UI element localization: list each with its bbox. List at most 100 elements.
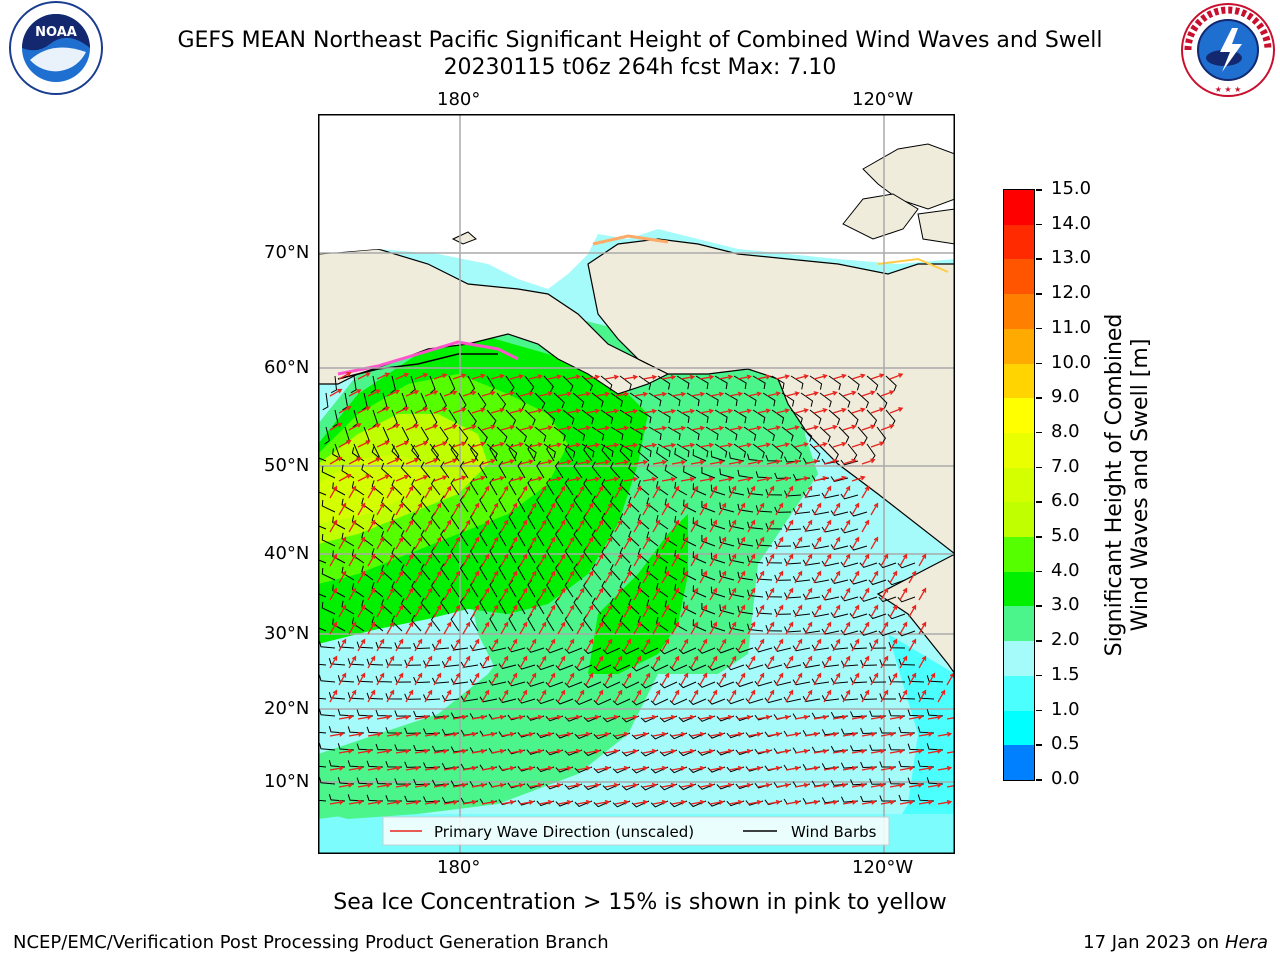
wind-barb (733, 443, 747, 458)
wave-direction-arrow (766, 425, 782, 431)
wave-direction-arrow (652, 519, 661, 533)
wind-barb (621, 647, 640, 655)
wave-direction-arrow (775, 638, 784, 652)
wind-barb (619, 513, 631, 530)
wave-band-1p5 (878, 634, 955, 854)
wind-barb (876, 392, 888, 409)
wave-direction-arrow (690, 553, 699, 567)
wind-barb (656, 514, 669, 530)
wave-direction-arrow (490, 475, 505, 482)
wave-direction-arrow (728, 519, 737, 533)
wave-direction-arrow (471, 638, 480, 652)
wave-direction-arrow (604, 604, 613, 618)
wind-barb (318, 491, 327, 496)
wind-barb (318, 593, 327, 598)
wave-direction-arrow (633, 731, 649, 737)
wave-direction-arrow (728, 485, 737, 499)
wave-direction-arrow (329, 519, 338, 533)
wave-direction-arrow (357, 782, 373, 788)
wave-direction-arrow (775, 408, 791, 414)
wave-direction-arrow (538, 765, 554, 771)
wave-direction-arrow (747, 621, 756, 635)
wave-direction-arrow (490, 407, 505, 414)
wind-barb (783, 696, 802, 703)
wind-barb (728, 486, 745, 496)
wind-barb (420, 495, 431, 513)
wind-barb (609, 462, 621, 479)
wave-direction-arrow (785, 689, 794, 703)
wind-barb (771, 443, 784, 459)
wind-barb (318, 525, 327, 530)
wave-direction-arrow (728, 765, 744, 771)
wave-direction-arrow (823, 655, 832, 669)
wind-barb (356, 675, 374, 683)
wind-barb (697, 681, 716, 688)
wave-direction-arrow (728, 459, 744, 465)
wave-direction-arrow (405, 423, 420, 431)
wave-direction-arrow (348, 655, 357, 669)
wave-direction-arrow (842, 655, 851, 669)
wave-direction-arrow (899, 765, 915, 771)
wind-barb (321, 465, 336, 479)
wind-barb (517, 663, 536, 670)
wind-barb (527, 443, 536, 462)
wave-direction-arrow (452, 441, 467, 448)
wave-direction-arrow (756, 502, 765, 516)
wave-direction-arrow (557, 655, 566, 669)
wind-barb (536, 460, 545, 479)
wind-barb (755, 539, 773, 547)
wind-barb (737, 605, 754, 615)
wind-barb (508, 443, 517, 462)
wave-direction-arrow (775, 502, 784, 516)
wave-direction-arrow (623, 672, 632, 686)
wind-barb (469, 645, 488, 652)
wave-direction-arrow (376, 440, 391, 448)
wave-direction-arrow (813, 441, 828, 448)
nws-logo: ★ ★ ★ (1181, 3, 1275, 97)
wind-barb (400, 564, 412, 581)
wave-direction-arrow (680, 714, 696, 720)
wind-barb (536, 698, 555, 705)
wave-direction-arrow (680, 502, 689, 516)
wave-direction-arrow (918, 655, 927, 669)
wave-direction-arrow (870, 441, 885, 448)
wave-direction-arrow (566, 408, 582, 414)
wind-barb (688, 698, 707, 706)
wave-direction-arrow (576, 459, 592, 465)
wind-barb (391, 513, 403, 530)
colorbar (1003, 189, 1035, 781)
wave-direction-arrow (376, 502, 385, 516)
wind-barb (391, 445, 403, 462)
wind-barb (764, 697, 783, 704)
wave-direction-arrow (870, 373, 885, 380)
wave-direction-arrow (528, 502, 537, 516)
lat-label-20n: 20°N (264, 698, 310, 719)
wind-barb (562, 375, 574, 392)
wind-barb (747, 589, 764, 598)
wave-direction-arrow (538, 621, 547, 635)
wave-direction-arrow (652, 459, 668, 465)
wave-direction-arrow (671, 425, 687, 431)
wave-direction-arrow (737, 476, 753, 482)
wave-direction-arrow (538, 689, 547, 703)
wave-direction-arrow (395, 604, 404, 618)
wind-barb (609, 496, 621, 513)
wave-direction-arrow (471, 407, 486, 414)
wave-direction-arrow (642, 476, 658, 482)
wind-barb (498, 460, 507, 479)
wave-direction-arrow (395, 714, 411, 720)
wind-barb (697, 647, 716, 654)
wave-direction-arrow (756, 570, 765, 584)
wind-barb (391, 479, 403, 496)
wind-barb (859, 596, 878, 602)
wave-direction-arrow (329, 655, 338, 669)
wind-barb (573, 597, 583, 615)
wave-direction-arrow (861, 621, 870, 635)
wave-direction-arrow (794, 502, 803, 516)
wave-direction-arrow (386, 731, 402, 737)
wind-barb (707, 664, 726, 671)
wave-direction-arrow (414, 502, 423, 516)
wind-barb (411, 478, 422, 496)
wave-direction-arrow (414, 475, 429, 482)
wave-direction-arrow (414, 407, 429, 414)
